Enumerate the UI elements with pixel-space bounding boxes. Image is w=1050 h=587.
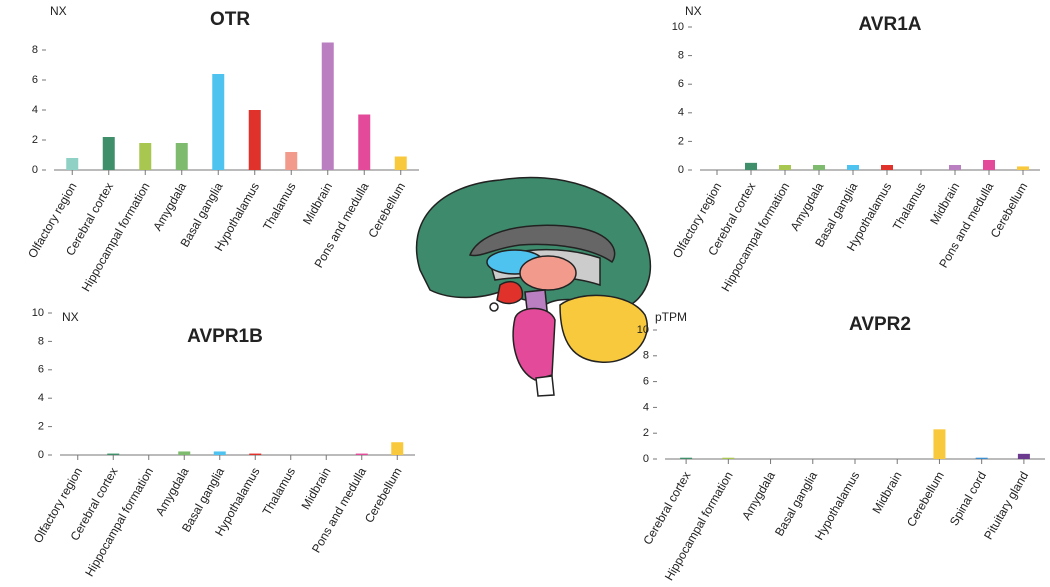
bar [1017, 166, 1029, 170]
y-tick-label: 8 [678, 50, 684, 62]
x-tick-label: Midbrain [869, 469, 904, 516]
bar [881, 164, 893, 170]
cerebellum [559, 294, 648, 363]
hypothalamus [496, 281, 524, 305]
bar [745, 162, 757, 170]
y-tick-label: 2 [32, 134, 38, 146]
spinal-cord [535, 375, 555, 397]
x-tick-label: Spinal cord [947, 469, 989, 528]
bar [394, 156, 407, 170]
x-tick-label: Hypothalamus [812, 469, 862, 542]
bar [139, 143, 152, 170]
bar [983, 159, 995, 170]
pons [512, 307, 556, 381]
y-unit: NX [50, 4, 67, 18]
y-tick-label: 2 [38, 421, 44, 433]
bar [391, 442, 404, 455]
y-tick-label: 10 [32, 307, 44, 319]
x-tick-label: Pituitary gland [981, 469, 1031, 542]
y-tick-label: 6 [38, 364, 44, 376]
bar [722, 457, 735, 459]
bar [355, 453, 368, 455]
brain-illustration [415, 176, 652, 397]
bar [249, 453, 262, 455]
x-tick-label: Thalamus [260, 180, 298, 233]
chart-title: AVPR2 [849, 314, 911, 335]
y-tick-label: 2 [678, 135, 684, 147]
y-tick-label: 4 [38, 392, 44, 404]
x-tick-label: Hippocampal formation [719, 180, 793, 294]
bar [1017, 453, 1030, 459]
bar [178, 451, 191, 455]
y-tick-label: 8 [643, 350, 649, 362]
chart-title: AVPR1B [187, 326, 263, 347]
x-tick-label: Amygdala [150, 180, 189, 233]
bar [949, 164, 961, 170]
y-tick-label: 4 [678, 107, 684, 119]
x-tick-label: Amygdala [788, 180, 827, 233]
y-tick-label: 4 [32, 104, 38, 116]
chart-title: AVR1A [859, 14, 922, 35]
x-tick-label: Hippocampal formation [82, 465, 156, 579]
bar [975, 457, 988, 459]
y-tick-label: 6 [678, 78, 684, 90]
y-tick-label: 2 [643, 427, 649, 439]
thalamus [519, 255, 577, 291]
bar [102, 137, 115, 170]
corpus-callosum [468, 224, 616, 264]
x-tick-label: Basal ganglia [772, 469, 820, 539]
y-unit: NX [685, 4, 702, 18]
y-tick-label: 6 [32, 74, 38, 86]
x-tick-label: Hippocampal formation [79, 180, 153, 294]
y-tick-label: 0 [38, 449, 44, 461]
bar [779, 164, 791, 170]
x-tick-label: Midbrain [300, 180, 335, 227]
y-tick-label: 8 [38, 335, 44, 347]
bar [107, 453, 120, 455]
bar [212, 74, 225, 170]
y-tick-label: 10 [637, 324, 649, 336]
bar [285, 152, 298, 170]
y-tick-label: 6 [643, 376, 649, 388]
bar [321, 42, 334, 170]
x-tick-label: Cerebellum [362, 465, 405, 525]
y-tick-label: 0 [32, 164, 38, 176]
bar [358, 114, 371, 170]
bar [847, 164, 859, 170]
x-tick-label: Midbrain [927, 180, 962, 227]
bar [213, 451, 226, 455]
x-tick-label: Thalamus [260, 465, 298, 518]
y-tick-label: 0 [678, 164, 684, 176]
bar [813, 164, 825, 170]
x-tick-label: Amygdala [153, 465, 192, 518]
y-tick-label: 4 [643, 401, 649, 413]
y-unit: NX [62, 310, 79, 324]
y-tick-label: 10 [672, 21, 684, 33]
pituitary [489, 302, 499, 312]
y-tick-label: 0 [643, 453, 649, 465]
bar [933, 429, 946, 459]
bar [175, 143, 188, 170]
bar [66, 158, 79, 170]
x-tick-label: Thalamus [890, 180, 928, 233]
x-tick-label: Cerebellum [904, 469, 947, 529]
y-tick-label: 8 [32, 44, 38, 56]
bar [248, 110, 261, 170]
chart-title: OTR [210, 9, 250, 30]
x-tick-label: Midbrain [298, 465, 333, 512]
x-tick-label: Cerebellum [365, 180, 408, 240]
x-tick-label: Amygdala [739, 469, 778, 522]
bar [680, 457, 693, 459]
y-unit: pTPM [655, 310, 687, 324]
